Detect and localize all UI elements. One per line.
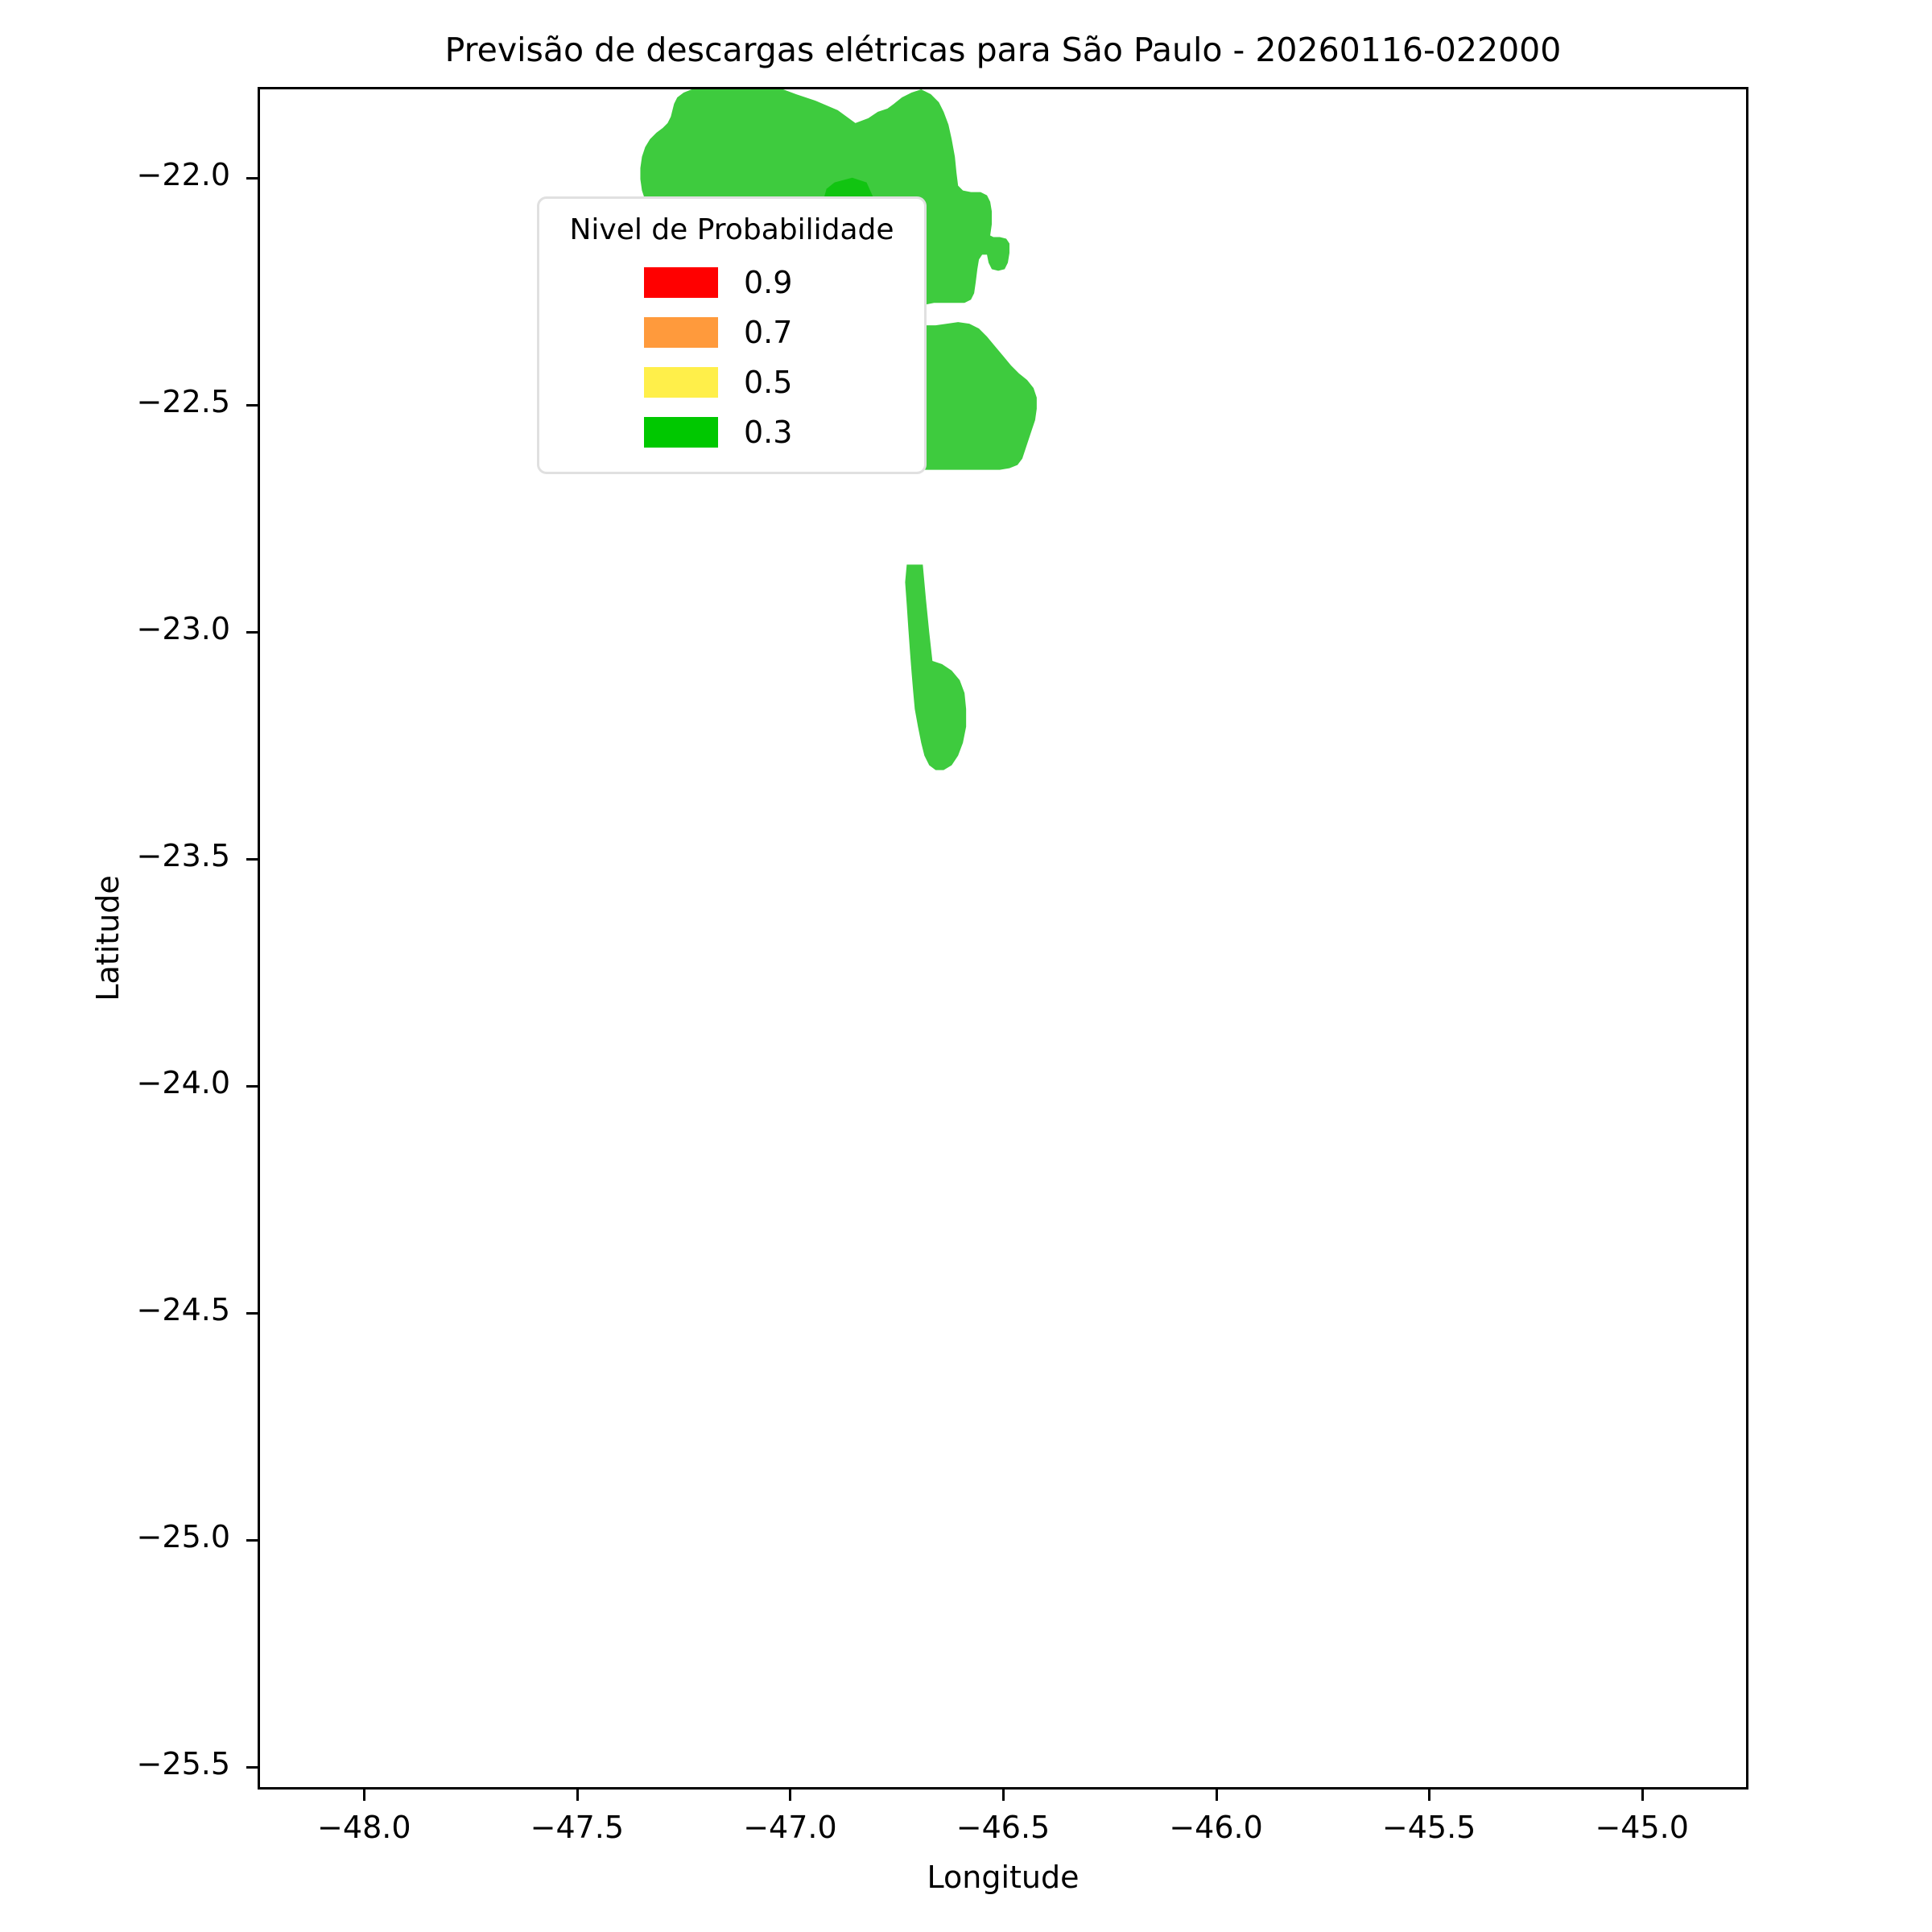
y-tick-mark <box>246 403 258 407</box>
x-tick-label: −46.5 <box>956 1810 1051 1845</box>
x-tick-label: −47.0 <box>743 1810 837 1845</box>
y-tick-label: −22.0 <box>136 156 230 192</box>
y-tick-label: −23.0 <box>136 610 230 646</box>
y-tick-label: −22.5 <box>136 383 230 419</box>
legend-label-1: 0.7 <box>744 315 793 350</box>
legend-entry-3[interactable]: 0.3 <box>554 407 910 457</box>
y-tick-label: −24.5 <box>136 1291 230 1327</box>
x-tick-mark <box>1641 1790 1644 1801</box>
x-tick-mark <box>789 1790 792 1801</box>
y-tick-mark <box>246 630 258 634</box>
x-tick-mark <box>1428 1790 1431 1801</box>
legend-swatch-red <box>644 267 718 298</box>
y-tick-mark <box>246 857 258 861</box>
legend-title: Nivel de Probabilidade <box>569 213 894 246</box>
x-tick-label: −46.0 <box>1169 1810 1263 1845</box>
y-tick-mark <box>246 1538 258 1542</box>
legend-swatch-orange <box>644 317 718 348</box>
x-tick-label: −47.5 <box>530 1810 625 1845</box>
x-tick-label: −48.0 <box>317 1810 411 1845</box>
y-tick-label: −25.5 <box>136 1745 230 1781</box>
legend-entry-0[interactable]: 0.9 <box>554 258 910 308</box>
x-tick-label: −45.5 <box>1381 1810 1476 1845</box>
x-tick-label: −45.0 <box>1595 1810 1689 1845</box>
region-polygon-central-strip <box>905 564 967 770</box>
x-tick-mark <box>576 1790 579 1801</box>
legend-entry-2[interactable]: 0.5 <box>554 357 910 407</box>
legend-label-2: 0.5 <box>744 365 793 400</box>
x-axis-label: Longitude <box>927 1860 1080 1895</box>
plot-axes: Nivel de Probabilidade 0.9 0.7 0.5 0.3 <box>258 87 1748 1790</box>
y-tick-mark <box>246 176 258 180</box>
legend-label-0: 0.9 <box>744 265 793 300</box>
y-axis-label: Latitude <box>90 875 126 1001</box>
legend-box: Nivel de Probabilidade 0.9 0.7 0.5 0.3 <box>537 196 927 474</box>
legend-label-3: 0.3 <box>744 415 793 450</box>
x-tick-mark <box>1215 1790 1218 1801</box>
y-tick-label: −25.0 <box>136 1518 230 1554</box>
y-tick-mark <box>246 1311 258 1315</box>
y-tick-mark <box>246 1765 258 1769</box>
legend-swatch-green <box>644 417 718 448</box>
y-tick-label: −23.5 <box>136 837 230 873</box>
map-polygon-layer <box>640 89 1037 770</box>
legend-swatch-yellow <box>644 367 718 398</box>
x-tick-mark <box>1002 1790 1005 1801</box>
page-title: Previsão de descargas elétricas para São… <box>444 31 1562 69</box>
legend-entry-1[interactable]: 0.7 <box>554 308 910 357</box>
x-tick-mark <box>363 1790 366 1801</box>
y-tick-mark <box>246 1084 258 1088</box>
y-tick-label: −24.0 <box>136 1064 230 1100</box>
